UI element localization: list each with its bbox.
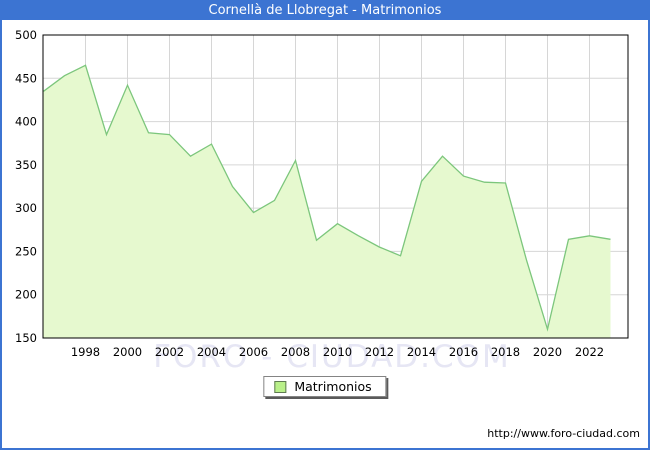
x-tick-label-2018: 2018: [491, 345, 520, 359]
y-tick-label-200: 200: [15, 288, 37, 302]
legend: Matrimonios: [263, 376, 387, 397]
footer-url: http://www.foro-ciudad.com: [487, 427, 640, 440]
x-tick-label-2008: 2008: [281, 345, 310, 359]
area-fill-matrimonios: [43, 65, 611, 339]
x-tick-label-2006: 2006: [239, 345, 268, 359]
x-tick-label-2002: 2002: [155, 345, 184, 359]
y-tick-label-300: 300: [15, 201, 37, 215]
y-tick-label-450: 450: [15, 71, 37, 85]
x-tick-label-2020: 2020: [533, 345, 562, 359]
x-tick-label-2012: 2012: [365, 345, 394, 359]
x-tick-label-2004: 2004: [197, 345, 226, 359]
plot-border: [42, 34, 629, 339]
y-tick-label-250: 250: [15, 244, 37, 258]
x-tick-label-2022: 2022: [575, 345, 604, 359]
y-tick-label-350: 350: [15, 158, 37, 172]
legend-label: Matrimonios: [294, 379, 372, 394]
x-tick-label-2016: 2016: [449, 345, 478, 359]
title-bar: Cornellà de Llobregat - Matrimonios: [0, 0, 650, 20]
y-tick-label-150: 150: [15, 331, 37, 345]
x-tick-label-1998: 1998: [71, 345, 100, 359]
y-tick-label-500: 500: [15, 28, 37, 42]
legend-swatch-icon: [274, 380, 287, 393]
chart-title: Cornellà de Llobregat - Matrimonios: [208, 2, 442, 18]
x-tick-label-2010: 2010: [323, 345, 352, 359]
area-outline: [43, 64, 611, 332]
y-tick-label-400: 400: [15, 115, 37, 129]
watermark-text: FORO - CIUDAD.COM: [153, 339, 511, 375]
x-tick-label-2000: 2000: [113, 345, 142, 359]
x-tick-label-2014: 2014: [407, 345, 436, 359]
